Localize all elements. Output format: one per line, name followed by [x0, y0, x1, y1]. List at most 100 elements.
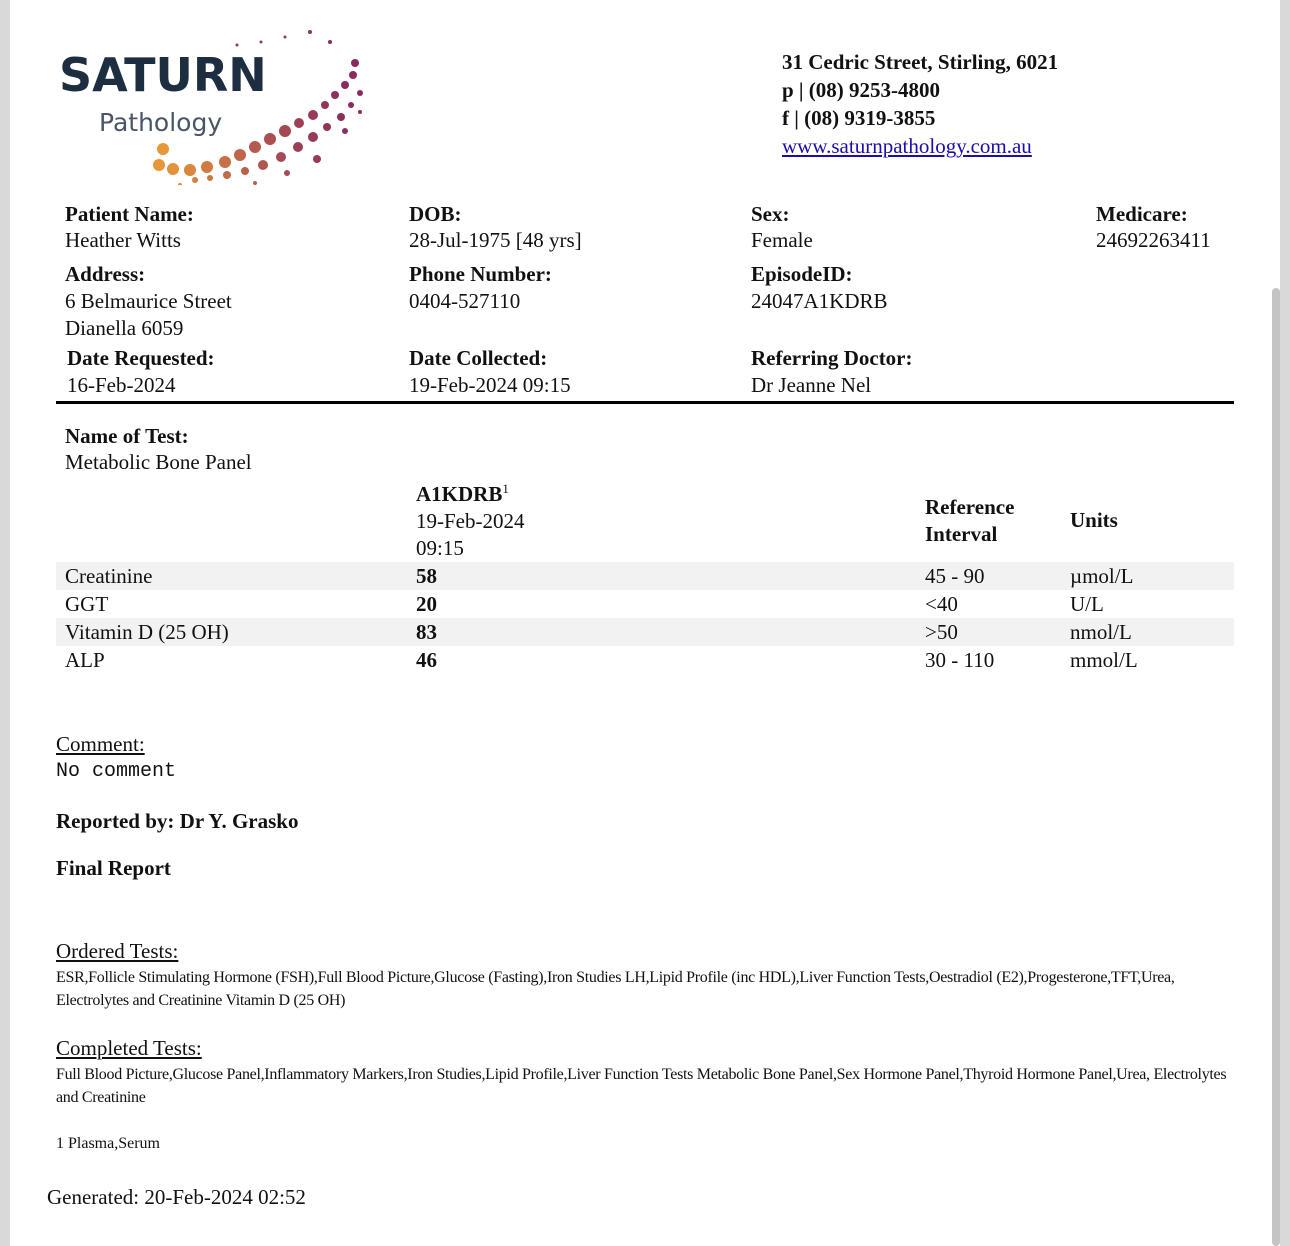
logo-dot — [348, 102, 354, 108]
patient-name: Heather Witts — [65, 228, 181, 252]
logo-dot — [294, 118, 304, 128]
phone: 0404-527110 — [409, 289, 521, 313]
column-date: 19-Feb-2024 — [416, 509, 525, 533]
logo-dot — [331, 91, 339, 99]
logo-dot — [235, 43, 239, 47]
logo-dot — [259, 40, 263, 44]
logo-dot — [357, 90, 363, 96]
logo-dot — [283, 35, 287, 39]
reported-by: Reported by: Dr Y. Grasko — [56, 809, 299, 833]
lab-contact: 31 Cedric Street, Stirling, 6021 p | (08… — [782, 48, 1058, 160]
lab-address: 31 Cedric Street, Stirling, 6021 — [782, 50, 1059, 74]
lab-phone: p | (08) 9253-4800 — [782, 78, 941, 102]
units-cell: U/L — [1070, 592, 1104, 616]
lab-website-link[interactable]: www.saturnpathology.com.au — [782, 134, 1032, 158]
logo-dot — [308, 30, 312, 34]
units-cell: mmol/L — [1070, 648, 1138, 672]
column-time: 09:15 — [416, 536, 464, 560]
units-cell: µmol/L — [1070, 564, 1134, 588]
logo-dot — [276, 152, 286, 162]
logo-dot — [178, 183, 182, 185]
logo-dot — [219, 156, 231, 168]
medicare: 24692263411 — [1096, 228, 1211, 252]
reference-header-1: Reference — [925, 495, 1015, 519]
date-collected-label: Date Collected: — [409, 346, 548, 370]
sex: Female — [751, 228, 813, 252]
date-requested: 16-Feb-2024 — [67, 373, 176, 397]
logo-dot — [157, 143, 169, 155]
scrollbar[interactable] — [1272, 288, 1280, 1246]
logo-dot — [201, 161, 213, 173]
address-line1: 6 Belmaurice Street — [65, 289, 232, 313]
column-id: A1KDRB — [416, 482, 503, 506]
referring-doctor-label: Referring Doctor: — [751, 346, 913, 370]
logo-dot — [351, 59, 359, 67]
logo-dot — [341, 81, 349, 89]
result-value: 83 — [416, 620, 437, 644]
column-footnote-ref: 1 — [502, 481, 509, 496]
units-cell: nmol/L — [1070, 620, 1132, 644]
report-footer: Comment: No comment Reported by: Dr Y. G… — [47, 732, 1246, 1209]
saturn-pathology-logo: SATURN Pathology — [59, 30, 363, 185]
address-label: Address: — [65, 262, 146, 286]
units-header: Units — [1070, 508, 1118, 532]
medicare-label: Medicare: — [1096, 202, 1188, 226]
result-value: 20 — [416, 592, 437, 616]
report-status: Final Report — [56, 856, 171, 880]
reference-interval: >50 — [925, 620, 958, 644]
logo-dot — [264, 133, 276, 145]
logo-dot — [279, 125, 291, 137]
phone-label: Phone Number: — [409, 262, 552, 286]
sex-label: Sex: — [751, 202, 790, 226]
logo-dot — [358, 110, 362, 114]
episode-id: 24047A1KDRB — [751, 289, 888, 313]
logo-dot — [258, 160, 268, 170]
table-row: Creatinine 58 45 - 90 µmol/L — [56, 562, 1234, 590]
dob: 28-Jul-1975 [48 yrs] — [409, 228, 582, 252]
logo-dot — [184, 164, 196, 176]
logo-dot — [223, 171, 231, 179]
test-name: Metabolic Bone Panel — [65, 450, 252, 474]
table-row: ALP 46 30 - 110 mmol/L — [56, 646, 1234, 674]
logo-dot — [308, 132, 318, 142]
dob-label: DOB: — [409, 202, 462, 226]
address-line2: Dianella 6059 — [65, 316, 184, 340]
episode-label: EpisodeID: — [751, 262, 853, 286]
test-name-cell: Creatinine — [65, 564, 153, 588]
referring-doctor: Dr Jeanne Nel — [751, 373, 872, 397]
reference-interval: 30 - 110 — [925, 648, 995, 672]
footnote: 1 Plasma,Serum — [56, 1135, 160, 1152]
lab-fax: f | (08) 9319-3855 — [782, 106, 936, 130]
comment-label: Comment: — [56, 732, 145, 756]
report-page: SATURN Pathology 31 Cedric Street, Stirl… — [10, 0, 1280, 1246]
logo-dot — [321, 101, 329, 109]
logo-dot — [323, 123, 331, 131]
logo-dots — [153, 30, 363, 185]
logo-subtext: Pathology — [99, 108, 222, 137]
generated-timestamp: Generated: 20-Feb-2024 02:52 — [47, 1185, 306, 1209]
logo-dot — [313, 155, 321, 163]
test-name-label: Name of Test: — [65, 424, 189, 448]
logo-dot — [241, 167, 249, 175]
date-collected: 19-Feb-2024 09:15 — [409, 373, 571, 397]
logo-dot — [328, 40, 332, 44]
ordered-tests-label: Ordered Tests: — [56, 939, 179, 963]
result-value: 58 — [416, 564, 437, 588]
table-row: GGT 20 <40 U/L — [56, 590, 1234, 618]
logo-dot — [207, 175, 213, 181]
ordered-tests: ESR,Follicle Stimulating Hormone (FSH),F… — [56, 969, 1175, 1009]
reference-interval: <40 — [925, 592, 958, 616]
logo-dot — [308, 110, 318, 120]
logo-dot — [293, 142, 303, 152]
test-name-cell: ALP — [65, 648, 105, 672]
logo-text: SATURN — [59, 48, 267, 102]
logo-dot — [253, 181, 257, 185]
logo-dot — [167, 163, 179, 175]
reference-header-2: Interval — [925, 522, 998, 546]
comment: No comment — [56, 760, 177, 783]
logo-dot — [153, 159, 165, 171]
table-row: Vitamin D (25 OH) 83 >50 nmol/L — [56, 618, 1234, 646]
result-value: 46 — [416, 648, 437, 672]
logo-dot — [284, 170, 290, 176]
logo-dot — [234, 149, 246, 161]
